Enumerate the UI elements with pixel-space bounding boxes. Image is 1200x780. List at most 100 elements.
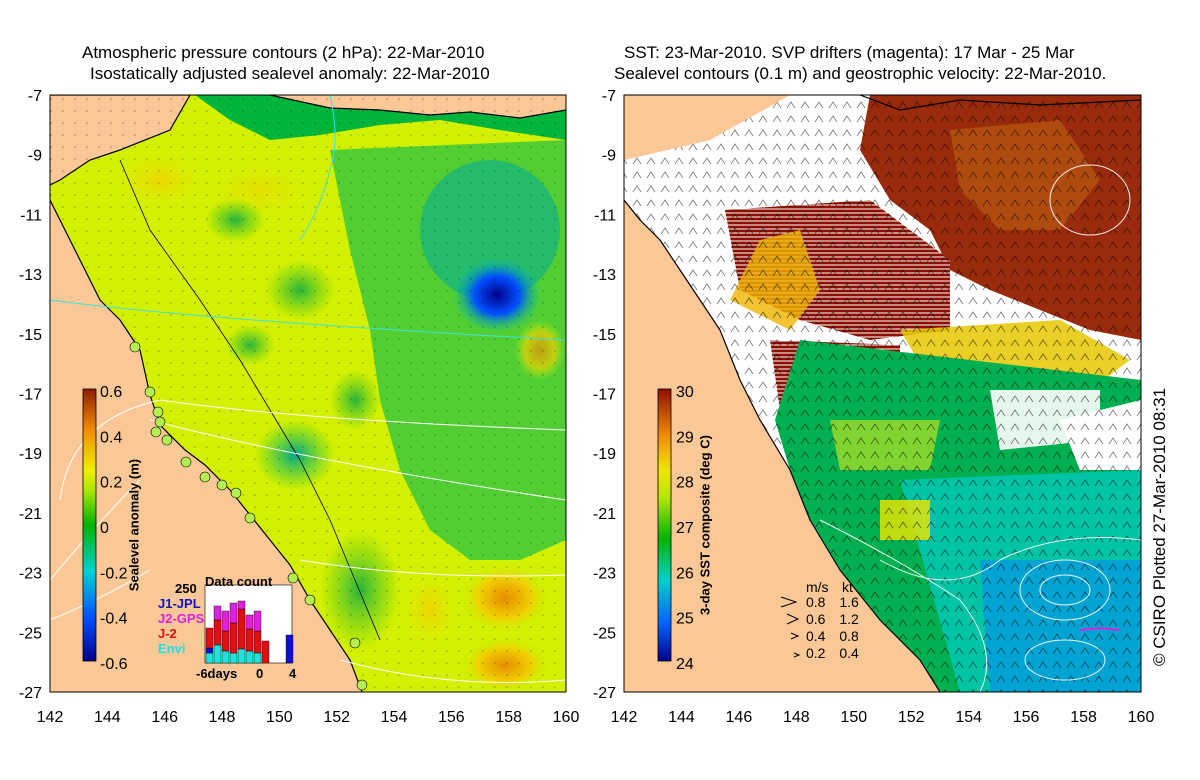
data-count-bar [285,634,294,664]
colorbar-tick-label: 28 [676,475,694,492]
data-count-bar [213,605,222,621]
x-tick-label: 150 [266,709,293,726]
data-count-bar [245,628,254,652]
data-count-xlabel-end: 4 [289,666,297,681]
velocity-ms: 0.8 [806,594,826,610]
velocity-row-4: 0.2 0.4 [806,645,859,661]
right-title-line2: Sealevel contours (0.1 m) and geostrophi… [614,64,1107,83]
x-tick-label: 146 [726,709,753,726]
y-tick-label: -17 [593,387,616,404]
left-title-line2: Isostatically adjusted sealevel anomaly:… [90,64,490,83]
x-tick-label: 152 [898,709,925,726]
y-tick-label: -7 [28,88,42,105]
y-tick-label: -23 [593,566,616,583]
y-tick-label: -27 [593,685,616,702]
colorbar-tick-label: 0.4 [100,429,122,446]
right-frame [623,94,1142,693]
colorbar-tick-label: 26 [676,565,694,582]
velocity-row-1: 0.8 1.6 [806,594,859,610]
data-count-chart [204,584,294,664]
colorbar-tick-label: -0.6 [100,656,128,673]
x-tick-label: 152 [323,709,350,726]
velocity-ms: 0.6 [806,611,826,627]
x-tick-label: 150 [840,709,867,726]
x-tick-label: 154 [955,709,982,726]
legend-j-2: J-2 [158,626,177,641]
colorbar-tick-label: 29 [676,429,694,446]
data-count-bar [229,602,238,624]
data-count-bar [245,614,254,630]
legend-j2-gps: J2-GPS [158,611,205,626]
colorbar-tick-label: 0.6 [100,384,122,401]
velocity-ms: 0.2 [806,645,826,661]
left-frame [49,94,567,693]
y-tick-label: -15 [19,327,42,344]
data-count-bar [221,630,230,652]
data-count-bar [261,640,270,664]
velocity-row-3: 0.4 0.8 [806,628,859,644]
velocity-kt: 0.8 [839,628,859,644]
y-tick-label: -9 [28,148,42,165]
y-tick-label: -19 [19,446,42,463]
y-tick-label: -13 [19,267,42,284]
x-tick-label: 160 [553,709,580,726]
data-count-bar [253,652,262,664]
x-tick-label: 156 [438,709,465,726]
right-map [624,95,1141,692]
y-tick-label: -13 [593,267,616,284]
x-tick-label: 142 [37,709,64,726]
left-colorbar: 0.6 0.4 0.2 0 -0.2 -0.4 -0.6 [82,384,128,673]
colorbar-tick-label: -0.4 [100,611,128,628]
colorbar-tick-label: -0.2 [100,565,128,582]
right-colorbar-label: 3-day SST composite (deg C) [697,435,713,615]
y-tick-label: -19 [593,446,616,463]
colorbar-tick-label: 0 [100,520,109,537]
x-tick-label: 160 [1128,709,1155,726]
velocity-ms: 0.4 [806,628,826,644]
colorbar-tick-label: 27 [676,520,694,537]
legend-envi: Envi [158,641,186,656]
data-count-bar [205,652,214,664]
data-count-bar [253,630,262,654]
y-tick-label: -25 [593,625,616,642]
x-tick-label: 148 [209,709,236,726]
data-count-bar [221,610,230,632]
data-count-bar [237,600,246,610]
data-count-xlabel-start: -6days [196,666,238,681]
y-tick-label: -21 [19,506,42,523]
coastline-right [624,199,941,692]
y-tick-label: -21 [593,506,616,523]
y-tick-label: -11 [594,207,616,224]
data-count-xlabel-zero: 0 [256,666,264,681]
drifter-track [1079,626,1121,631]
right-title-line1: SST: 23-Mar-2010. SVP drifters (magenta)… [624,43,1075,62]
left-title-line1: Atmospheric pressure contours (2 hPa): 2… [82,43,485,62]
x-tick-label: 142 [611,709,638,726]
velocity-kt: 0.4 [839,645,859,661]
data-count-bar [213,644,222,664]
velocity-kt: 1.6 [839,594,859,610]
data-count-bar [237,648,246,664]
y-tick-label: -17 [19,387,42,404]
right-colorbar: 30 29 28 27 26 25 24 [657,384,694,673]
velocity-row-2: 0.6 1.2 [806,611,859,627]
x-tick-label: 148 [783,709,810,726]
x-tick-label: 154 [381,709,408,726]
data-count-bar [213,619,222,646]
data-count-bar [229,622,238,654]
coastline [50,199,363,692]
x-tick-label: 156 [1013,709,1040,726]
left-colorbar-label: Sealevel anomaly (m) [126,458,142,592]
y-tick-label: -15 [593,327,616,344]
x-tick-label: 158 [1070,709,1097,726]
data-count-bar [245,650,254,664]
x-tick-label: 144 [668,709,695,726]
y-tick-label: -9 [602,148,616,165]
data-count-bar [229,652,238,664]
data-count-bar [237,608,246,650]
y-tick-label: -27 [19,685,42,702]
data-count-max: 250 [175,581,197,596]
data-count-bar [221,650,230,664]
tide-gauges [129,341,368,691]
